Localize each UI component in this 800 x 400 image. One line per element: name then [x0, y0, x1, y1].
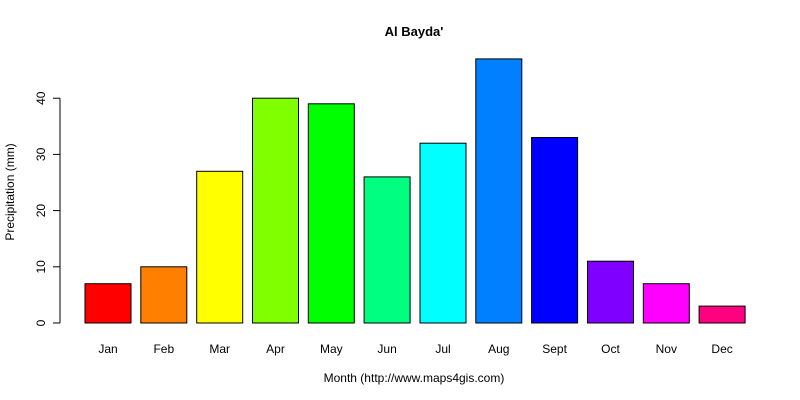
- y-tick-label: 0: [34, 319, 48, 326]
- y-axis-label: Precipitation (mm): [3, 143, 17, 240]
- bar-may: [307, 103, 355, 324]
- x-tick-label: Mar: [209, 342, 230, 356]
- x-tick-label: May: [320, 342, 343, 356]
- x-tick-label: Nov: [656, 342, 677, 356]
- chart-title: Al Bayda': [385, 24, 444, 39]
- bar-jan: [84, 283, 132, 324]
- bar-dec: [698, 305, 746, 324]
- bars: [84, 58, 746, 324]
- x-tick-label: Jul: [435, 342, 450, 356]
- bar-mar: [196, 170, 244, 324]
- x-axis-tick-labels: Jan Feb Mar Apr May Jun Jul Aug Sept Oct Nov Dec: [98, 342, 732, 356]
- bar-aug: [475, 58, 523, 324]
- x-tick-label: Jan: [98, 342, 117, 356]
- y-tick-label: 40: [34, 91, 48, 105]
- bar-sept: [531, 137, 579, 324]
- x-tick-label: Jun: [377, 342, 396, 356]
- bar-jun: [363, 176, 411, 324]
- y-tick-label: 20: [34, 204, 48, 218]
- x-tick-label: Apr: [266, 342, 285, 356]
- x-tick-label: Oct: [601, 342, 620, 356]
- bar-jul: [419, 142, 467, 324]
- x-tick-label: Feb: [153, 342, 174, 356]
- x-tick-label: Dec: [711, 342, 732, 356]
- x-tick-label: Aug: [488, 342, 509, 356]
- bar-nov: [642, 283, 690, 324]
- y-axis-ticks: 0 10 20 30 40: [34, 91, 60, 326]
- bar-feb: [140, 266, 188, 324]
- x-tick-label: Sept: [542, 342, 567, 356]
- y-tick-label: 10: [34, 260, 48, 274]
- y-tick-label: 30: [34, 147, 48, 161]
- x-axis-label: Month (http://www.maps4gis.com): [324, 371, 505, 385]
- bar-apr: [252, 97, 299, 324]
- bar-oct: [587, 260, 634, 324]
